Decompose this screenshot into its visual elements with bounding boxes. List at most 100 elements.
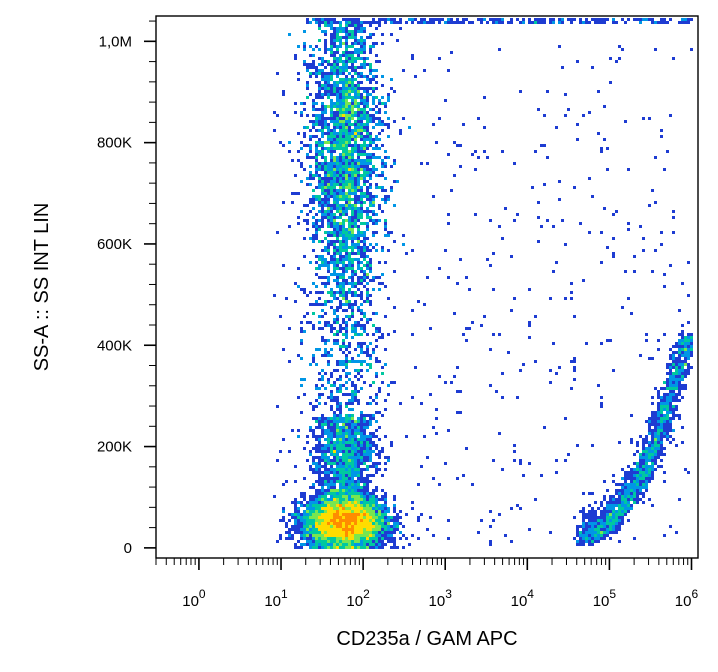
event-dot (303, 48, 306, 51)
event-dot (666, 387, 669, 390)
event-dot (360, 120, 363, 123)
event-dot (342, 285, 345, 288)
event-dot (333, 87, 336, 90)
event-dot (336, 93, 339, 96)
event-dot (660, 423, 663, 426)
event-dot (576, 528, 579, 531)
event-dot (390, 519, 393, 522)
event-dot (354, 246, 357, 249)
event-dot (366, 75, 369, 78)
event-dot (354, 498, 357, 501)
event-dot (597, 18, 600, 21)
event-dot (342, 363, 345, 366)
event-dot (588, 492, 591, 495)
event-dot (522, 363, 525, 366)
event-dot (369, 141, 372, 144)
event-dot (357, 153, 360, 156)
event-dot (297, 159, 300, 162)
event-dot (459, 411, 462, 414)
event-dot (324, 432, 327, 435)
event-dot (318, 327, 321, 330)
event-dot (339, 231, 342, 234)
event-dot (372, 69, 375, 72)
event-dot (411, 249, 414, 252)
event-dot (669, 375, 672, 378)
event-dot (678, 375, 681, 378)
event-dot (279, 534, 282, 537)
event-dot (360, 162, 363, 165)
event-dot (354, 528, 357, 531)
event-dot (354, 282, 357, 285)
event-dot (351, 87, 354, 90)
event-dot (573, 357, 576, 360)
event-dot (333, 264, 336, 267)
event-dot (654, 438, 657, 441)
event-dot (321, 423, 324, 426)
event-dot (333, 42, 336, 45)
event-dot (330, 135, 333, 138)
event-dot (366, 126, 369, 129)
event-dot (339, 456, 342, 459)
event-dot (372, 399, 375, 402)
event-dot (375, 537, 378, 540)
event-dot (651, 468, 654, 471)
event-dot (309, 534, 312, 537)
event-dot (669, 402, 672, 405)
event-dot (312, 513, 315, 516)
event-dot (645, 453, 648, 456)
event-dot (513, 162, 516, 165)
event-dot (489, 540, 492, 543)
event-dot (345, 156, 348, 159)
event-dot (315, 219, 318, 222)
event-dot (309, 531, 312, 534)
event-dot (327, 195, 330, 198)
event-dot (288, 450, 291, 453)
event-dot (327, 84, 330, 87)
event-dot (309, 453, 312, 456)
event-dot (612, 504, 615, 507)
event-dot (369, 108, 372, 111)
event-dot (630, 477, 633, 480)
event-dot (396, 180, 399, 183)
event-dot (498, 432, 501, 435)
event-dot (330, 294, 333, 297)
event-dot (360, 423, 363, 426)
event-dot (330, 417, 333, 420)
event-dot (642, 465, 645, 468)
event-dot (336, 111, 339, 114)
event-dot (345, 231, 348, 234)
event-dot (411, 534, 414, 537)
event-dot (378, 117, 381, 120)
event-dot (354, 333, 357, 336)
event-dot (381, 84, 384, 87)
event-dot (357, 342, 360, 345)
event-dot (330, 423, 333, 426)
event-dot (366, 135, 369, 138)
event-dot (669, 429, 672, 432)
event-dot (330, 531, 333, 534)
event-dot (324, 18, 327, 21)
event-dot (540, 474, 543, 477)
event-dot (501, 18, 504, 21)
event-dot (648, 18, 651, 21)
event-dot (357, 423, 360, 426)
event-dot (345, 147, 348, 150)
event-dot (363, 477, 366, 480)
event-dot (384, 150, 387, 153)
event-dot (345, 501, 348, 504)
event-dot (381, 96, 384, 99)
event-dot (366, 444, 369, 447)
event-dot (597, 132, 600, 135)
event-dot (339, 534, 342, 537)
event-dot (582, 516, 585, 519)
event-dot (387, 18, 390, 21)
event-dot (627, 228, 630, 231)
event-dot (384, 162, 387, 165)
event-dot (369, 474, 372, 477)
event-dot (324, 78, 327, 81)
event-dot (588, 516, 591, 519)
event-dot (309, 429, 312, 432)
event-dot (360, 111, 363, 114)
event-dot (468, 21, 471, 24)
event-dot (324, 84, 327, 87)
